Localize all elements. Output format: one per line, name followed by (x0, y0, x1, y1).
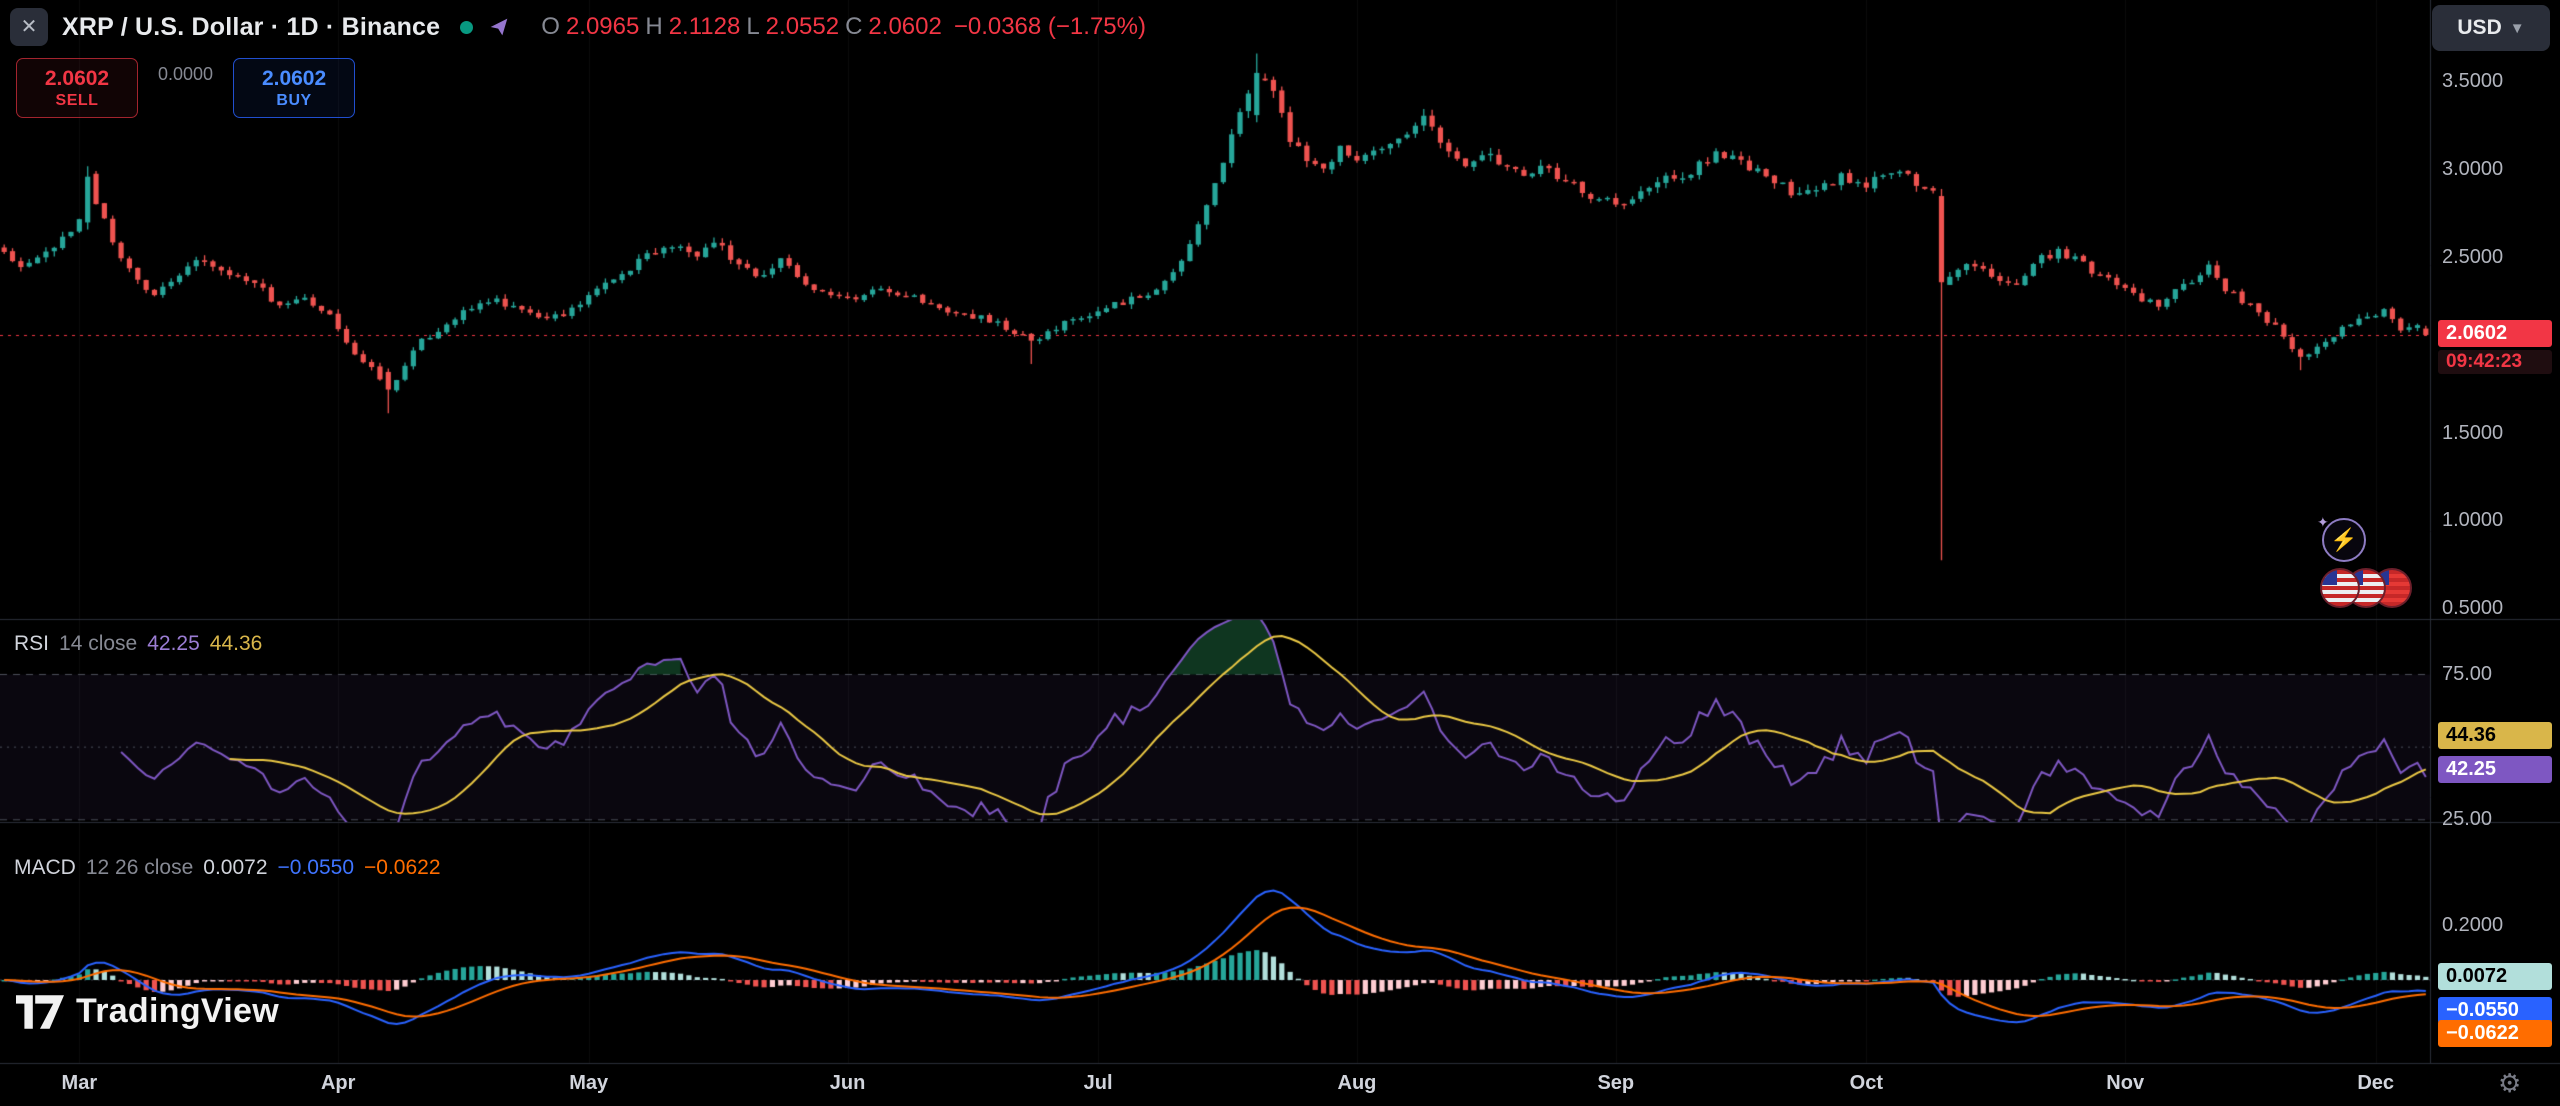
lightning-icon[interactable]: ✦ ⚡ (2317, 514, 2366, 562)
macd-title: MACD (14, 856, 76, 879)
buy-price: 2.0602 (261, 66, 327, 90)
rsi-ma-value: 44.36 (209, 632, 263, 655)
buy-label: BUY (276, 91, 312, 109)
sell-button[interactable]: 2.0602 SELL (16, 58, 138, 118)
high-label: H (645, 13, 663, 40)
settings-gear-icon[interactable]: ⚙ (2498, 1068, 2522, 1098)
sell-label: SELL (55, 91, 99, 109)
spread-value: 0.0000 (158, 64, 214, 84)
close-label: C (845, 13, 863, 40)
macd-line-value: −0.0550 (277, 856, 355, 879)
close-button[interactable]: ✕ (10, 8, 48, 46)
trade-widget: 2.0602 SELL 0.0000 2.0602 BUY (16, 58, 356, 118)
sell-price: 2.0602 (44, 66, 110, 90)
symbol-title[interactable]: XRP / U.S. Dollar · 1D · Binance (62, 12, 441, 41)
open-label: O (541, 13, 560, 40)
low-label: L (746, 13, 760, 40)
tradingview-logo-icon (16, 994, 64, 1029)
macd-hist-value: 0.0072 (203, 856, 268, 879)
macd-pane-header[interactable]: MACD 12 26 close 0.0072 −0.0550 −0.0622 (14, 856, 441, 880)
macd-signal-value: −0.0622 (364, 856, 441, 879)
share-icon[interactable] (489, 17, 509, 37)
macd-params: 12 26 close (85, 856, 194, 879)
close-icon: ✕ (20, 16, 38, 38)
ohlc-readout: O 2.0965 H 2.1128 L 2.0552 C 2.0602 −0.0… (541, 13, 1146, 41)
rsi-params: 14 close (59, 632, 138, 655)
chart-topbar: ✕ XRP / U.S. Dollar · 1D · Binance O 2.0… (10, 8, 1146, 46)
currency-selector[interactable]: USD ▼ (2432, 5, 2550, 51)
market-status-icon[interactable] (460, 20, 474, 34)
sparkle-icon: ✦ (2317, 514, 2329, 530)
chevron-down-icon: ▼ (2509, 19, 2525, 37)
open-value: 2.0965 (565, 13, 640, 40)
tradingview-watermark: TradingView (16, 992, 279, 1031)
close-value: 2.0602 (868, 13, 942, 40)
buy-button[interactable]: 2.0602 BUY (233, 58, 356, 118)
us-flag-icon[interactable] (2320, 568, 2360, 608)
currency-label: USD (2457, 16, 2502, 39)
low-value: 2.0552 (765, 13, 840, 40)
rsi-value: 42.25 (147, 632, 200, 655)
rsi-pane-header[interactable]: RSI 14 close 42.25 44.36 (14, 632, 262, 656)
rsi-title: RSI (14, 632, 50, 655)
high-value: 2.1128 (668, 13, 741, 40)
watermark-text: TradingView (76, 992, 279, 1030)
change-value: −0.0368 (−1.75%) (953, 13, 1146, 40)
